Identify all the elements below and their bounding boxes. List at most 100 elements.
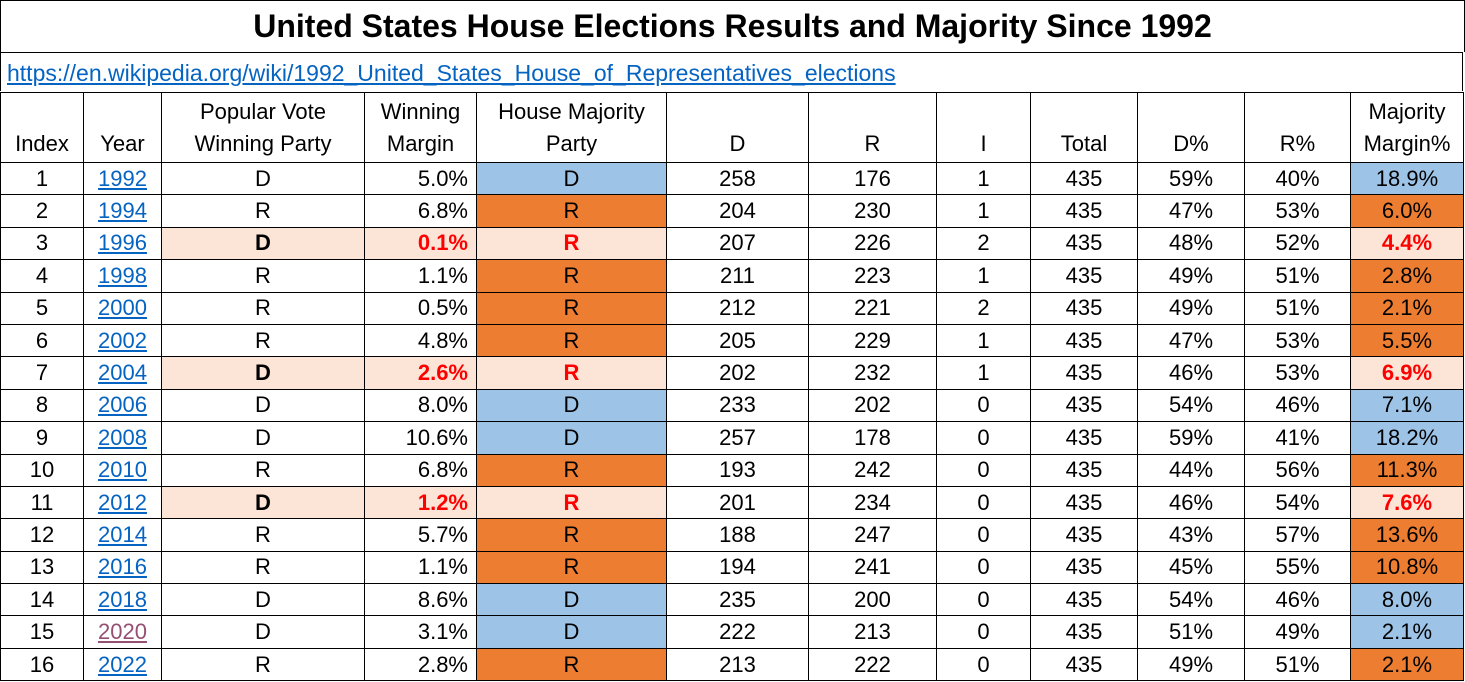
cell-d-pct: 45% [1137,550,1245,585]
cell-r-seats: 178 [808,421,937,455]
year-link[interactable]: 1994 [98,198,147,224]
cell-index: 14 [0,583,84,617]
year-link[interactable]: 2010 [98,457,147,483]
cell-house-majority-party: R [476,226,667,261]
cell-majority-margin: 4.4% [1350,226,1464,261]
cell-popular-vote-party: D [161,583,365,617]
year-link[interactable]: 2014 [98,521,147,547]
cell-house-majority-party: R [476,323,667,358]
cell-year: 1994 [83,194,162,228]
cell-popular-vote-party: R [161,259,365,293]
year-link[interactable]: 2000 [98,295,147,321]
cell-d-seats: 204 [666,194,809,228]
cell-house-majority-party: R [476,194,667,228]
cell-total-seats: 435 [1030,615,1138,649]
cell-total-seats: 435 [1030,453,1138,487]
cell-year: 2008 [83,421,162,455]
cell-majority-margin: 6.9% [1350,356,1464,390]
cell-r-pct: 51% [1244,259,1351,293]
cell-total-seats: 435 [1030,194,1138,228]
year-link[interactable]: 2022 [98,651,147,677]
year-link[interactable]: 1992 [98,165,147,191]
cell-majority-margin: 18.9% [1350,161,1464,196]
cell-popular-vote-party: D [161,421,365,455]
cell-r-seats: 200 [808,583,937,617]
cell-index: 15 [0,615,84,649]
cell-house-majority-party: R [476,356,667,390]
table-row: 8 2006 D 8.0% D 233 202 0 435 54% 46% 7.1% [0,388,1464,423]
cell-d-pct: 59% [1137,161,1245,196]
cell-i-seats: 1 [936,259,1031,293]
cell-majority-margin: 8.0% [1350,583,1464,617]
year-link[interactable]: 2008 [98,424,147,450]
cell-total-seats: 435 [1030,421,1138,455]
header-row: Index Year Popular Vote Winning Party Win… [0,92,1464,163]
cell-d-pct: 44% [1137,453,1245,487]
cell-winning-margin: 1.1% [364,259,477,293]
cell-total-seats: 435 [1030,161,1138,196]
cell-d-pct: 47% [1137,194,1245,228]
cell-index: 6 [0,323,84,358]
cell-d-pct: 51% [1137,615,1245,649]
cell-majority-margin: 13.6% [1350,518,1464,552]
year-link[interactable]: 2020 [98,619,147,645]
year-link[interactable]: 2018 [98,586,147,612]
cell-d-seats: 233 [666,388,809,423]
year-link[interactable]: 1996 [98,230,147,256]
cell-d-seats: 222 [666,615,809,649]
cell-total-seats: 435 [1030,291,1138,325]
year-link[interactable]: 2004 [98,360,147,386]
cell-winning-margin: 1.1% [364,550,477,585]
cell-year: 2018 [83,583,162,617]
cell-house-majority-party: R [476,259,667,293]
year-link[interactable]: 2002 [98,327,147,353]
cell-winning-margin: 0.1% [364,226,477,261]
cell-d-seats: 201 [666,485,809,520]
cell-house-majority-party: R [476,485,667,520]
cell-total-seats: 435 [1030,550,1138,585]
cell-r-seats: 230 [808,194,937,228]
cell-popular-vote-party: D [161,161,365,196]
table-row: 11 2012 D 1.2% R 201 234 0 435 46% 54% 7.6% [0,485,1464,520]
source-link[interactable]: https://en.wikipedia.org/wiki/1992_Unite… [7,60,896,86]
cell-house-majority-party: D [476,388,667,423]
cell-year: 1992 [83,161,162,196]
cell-d-pct: 46% [1137,485,1245,520]
cell-year: 2020 [83,615,162,649]
cell-year: 2022 [83,647,162,682]
cell-r-seats: 176 [808,161,937,196]
cell-popular-vote-party: R [161,550,365,585]
header-i: I [936,92,1031,163]
cell-house-majority-party: D [476,421,667,455]
cell-r-pct: 51% [1244,647,1351,682]
cell-r-seats: 247 [808,518,937,552]
cell-i-seats: 1 [936,194,1031,228]
cell-index: 4 [0,259,84,293]
cell-r-pct: 55% [1244,550,1351,585]
year-link[interactable]: 2016 [98,554,147,580]
cell-majority-margin: 6.0% [1350,194,1464,228]
cell-d-seats: 207 [666,226,809,261]
cell-d-seats: 257 [666,421,809,455]
cell-winning-margin: 0.5% [364,291,477,325]
year-link[interactable]: 2012 [98,489,147,515]
table-row: 5 2000 R 0.5% R 212 221 2 435 49% 51% 2.1% [0,291,1464,325]
cell-total-seats: 435 [1030,388,1138,423]
cell-r-pct: 57% [1244,518,1351,552]
cell-r-pct: 46% [1244,583,1351,617]
cell-index: 16 [0,647,84,682]
cell-d-seats: 193 [666,453,809,487]
cell-majority-margin: 2.1% [1350,615,1464,649]
cell-winning-margin: 1.2% [364,485,477,520]
cell-d-pct: 54% [1137,388,1245,423]
cell-i-seats: 0 [936,388,1031,423]
cell-d-pct: 49% [1137,259,1245,293]
cell-total-seats: 435 [1030,485,1138,520]
cell-year: 2002 [83,323,162,358]
year-link[interactable]: 1998 [98,262,147,288]
year-link[interactable]: 2006 [98,392,147,418]
header-index: Index [0,92,84,163]
cell-d-pct: 47% [1137,323,1245,358]
cell-i-seats: 1 [936,161,1031,196]
cell-popular-vote-party: D [161,615,365,649]
